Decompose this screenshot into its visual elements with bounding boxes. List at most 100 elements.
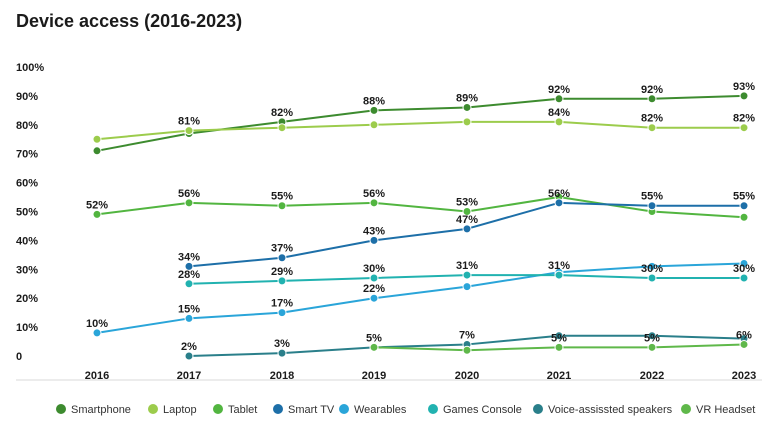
series-line-tablet	[96, 196, 745, 219]
data-point-smart-tv	[277, 253, 287, 263]
data-label-wearables: 22%	[363, 283, 385, 295]
data-point-smart-tv	[739, 201, 749, 211]
data-point-tablet	[739, 212, 749, 222]
y-tick-label: 10%	[16, 322, 38, 334]
data-point-tablet	[369, 198, 379, 208]
y-tick-label: 0	[16, 351, 22, 363]
x-axis: 2016 2017 2018 2019 2020 2021 2022 2023	[85, 370, 756, 382]
data-label-wearables: 10%	[86, 318, 108, 330]
data-label-games-console: 29%	[271, 266, 293, 278]
legend-label-tablet: Tablet	[228, 404, 257, 416]
data-point-vr-headset	[739, 339, 749, 349]
legend-label-games-console: Games Console	[443, 404, 522, 416]
data-point-voice-assissted-speakers	[647, 331, 657, 341]
x-tick-label: 2017	[177, 370, 201, 382]
data-point-smartphone	[369, 105, 379, 115]
legend-label-voice-assissted-speakers: Voice-assissted speakers	[548, 404, 673, 416]
data-point-vr-headset	[554, 342, 564, 352]
x-tick-label: 2023	[732, 370, 756, 382]
data-point-wearables	[462, 282, 472, 292]
data-point-smart-tv	[554, 198, 564, 208]
x-tick-label: 2019	[362, 370, 386, 382]
data-label-games-console: 30%	[733, 263, 755, 275]
data-label-voice-assissted-speakers: 5%	[366, 332, 382, 344]
legend-marker-smartphone	[56, 404, 66, 414]
legend-label-laptop: Laptop	[163, 404, 197, 416]
legend-label-smart-tv: Smart TV	[288, 404, 335, 416]
y-tick-label: 40%	[16, 235, 38, 247]
data-point-wearables	[92, 328, 102, 338]
data-point-laptop	[92, 134, 102, 144]
data-label-tablet: 55%	[271, 191, 293, 203]
data-point-smart-tv	[184, 261, 194, 271]
series-lines	[96, 94, 745, 357]
data-label-games-console: 30%	[641, 263, 663, 275]
y-axis: 0 10% 20% 30% 40% 50% 60% 70% 80% 90% 100%	[16, 62, 44, 363]
data-label-smart-tv: 37%	[271, 243, 293, 255]
legend: Smartphone Laptop Tablet Smart TV Wearables G…	[56, 404, 755, 416]
data-label-laptop: 84%	[548, 107, 570, 119]
data-point-smartphone	[554, 94, 564, 104]
data-labels: 82% 88% 89% 92% 92% 93% 81% 84% 82% 82% 52% 56% 55% 5…	[86, 81, 755, 353]
x-tick-label: 2022	[640, 370, 664, 382]
y-tick-label: 60%	[16, 178, 38, 190]
y-tick-label: 70%	[16, 149, 38, 161]
data-point-games-console	[277, 276, 287, 286]
data-point-smart-tv	[369, 235, 379, 245]
legend-label-smartphone: Smartphone	[71, 404, 131, 416]
data-label-smart-tv: 55%	[733, 191, 755, 203]
legend-marker-voice-assissted-speakers	[533, 404, 543, 414]
data-point-wearables	[369, 293, 379, 303]
data-point-smart-tv	[462, 224, 472, 234]
x-tick-label: 2018	[270, 370, 294, 382]
data-point-smart-tv	[647, 201, 657, 211]
data-point-tablet	[462, 207, 472, 216]
data-point-smartphone	[739, 91, 749, 101]
data-point-laptop	[554, 117, 564, 127]
data-label-smartphone: 82%	[271, 107, 293, 119]
x-tick-label: 2021	[547, 370, 571, 382]
data-point-voice-assissted-speakers	[277, 348, 287, 358]
data-label-games-console: 31%	[456, 260, 478, 272]
legend-marker-vr-headset	[681, 404, 691, 414]
data-point-laptop	[369, 120, 379, 130]
data-point-vr-headset	[647, 342, 657, 352]
data-point-laptop	[184, 126, 194, 136]
data-label-laptop: 82%	[733, 113, 755, 125]
legend-label-wearables: Wearables	[354, 404, 407, 416]
legend-marker-wearables	[339, 404, 349, 414]
data-point-wearables	[277, 308, 287, 318]
data-point-laptop	[462, 117, 472, 127]
x-tick-label: 2016	[85, 370, 109, 382]
data-point-laptop	[647, 123, 657, 133]
series-line-laptop	[96, 120, 745, 141]
data-point-voice-assissted-speakers	[184, 351, 194, 361]
data-label-smart-tv: 47%	[456, 214, 478, 226]
data-label-games-console: 28%	[178, 269, 200, 281]
data-label-games-console: 30%	[363, 263, 385, 275]
x-tick-label: 2020	[455, 370, 479, 382]
data-point-tablet	[92, 209, 102, 219]
data-label-smart-tv: 34%	[178, 251, 200, 263]
data-label-smartphone: 92%	[548, 84, 570, 96]
data-label-tablet: 56%	[363, 188, 385, 200]
data-label-wearables: 15%	[178, 303, 200, 315]
data-point-smartphone	[92, 146, 102, 156]
y-tick-label: 20%	[16, 293, 38, 305]
data-point-games-console	[647, 273, 657, 283]
y-tick-label: 80%	[16, 120, 38, 132]
data-label-vr-headset: 5%	[551, 332, 567, 344]
data-label-smart-tv: 43%	[363, 225, 385, 237]
legend-marker-laptop	[148, 404, 158, 414]
y-tick-label: 30%	[16, 264, 38, 276]
data-label-voice-assissted-speakers: 7%	[459, 329, 475, 341]
data-label-vr-headset: 6%	[736, 329, 752, 341]
data-point-games-console	[184, 279, 194, 289]
data-label-smartphone: 88%	[363, 95, 385, 107]
data-point-laptop	[739, 123, 749, 133]
data-point-tablet	[277, 201, 287, 211]
y-tick-label: 90%	[16, 91, 38, 103]
data-label-laptop: 81%	[178, 116, 200, 128]
data-point-wearables	[184, 313, 194, 323]
